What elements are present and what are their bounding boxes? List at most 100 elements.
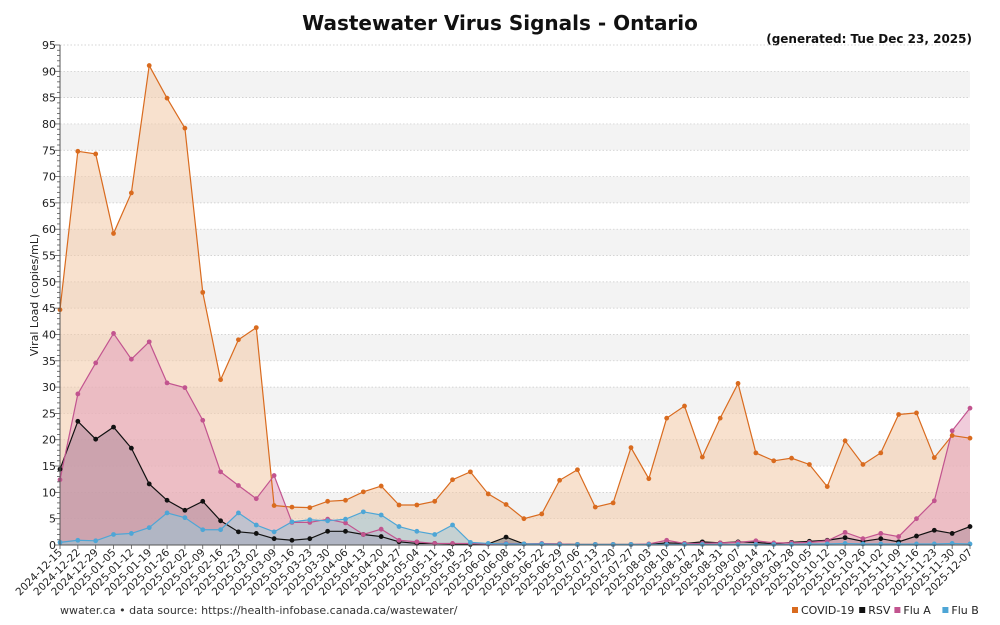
point-rsv — [378, 534, 384, 539]
point-flu-a — [967, 405, 973, 411]
point-flu-b — [200, 527, 206, 533]
point-rsv — [182, 507, 188, 513]
area-covid-19 — [60, 65, 970, 545]
point-covid-19 — [414, 502, 420, 508]
point-covid-19 — [664, 415, 670, 421]
point-flu-b — [289, 519, 295, 525]
point-rsv — [253, 531, 259, 536]
point-flu-a — [949, 428, 955, 434]
point-flu-b — [360, 509, 366, 515]
point-rsv — [503, 534, 509, 540]
point-covid-19 — [289, 504, 295, 510]
area-flu-b — [60, 511, 970, 545]
point-flu-a — [378, 526, 384, 532]
point-covid-19 — [539, 511, 545, 517]
point-flu-b — [432, 532, 438, 537]
y-tick-label: 55 — [42, 250, 56, 263]
point-covid-19 — [699, 454, 705, 460]
point-rsv — [75, 418, 81, 424]
point-rsv — [343, 528, 348, 534]
background-band — [60, 176, 970, 203]
point-covid-19 — [128, 190, 134, 196]
y-tick-label: 25 — [42, 407, 56, 420]
y-tick-label: 5 — [49, 513, 56, 526]
point-covid-19 — [628, 445, 634, 451]
point-flu-a — [753, 538, 759, 544]
point-covid-19 — [807, 462, 812, 467]
y-tick-label: 50 — [42, 276, 56, 289]
point-covid-19 — [218, 377, 223, 383]
point-covid-19 — [735, 381, 741, 386]
point-flu-b — [307, 517, 313, 523]
point-covid-19 — [789, 455, 794, 461]
point-rsv — [236, 529, 241, 535]
point-rsv — [93, 436, 99, 442]
point-flu-a — [271, 473, 277, 478]
point-rsv — [949, 531, 955, 536]
series-points — [57, 63, 973, 547]
point-flu-b — [343, 516, 348, 522]
y-tick-label: 20 — [42, 434, 56, 447]
point-covid-19 — [503, 502, 509, 507]
point-flu-b — [253, 522, 259, 528]
point-flu-b — [325, 518, 331, 524]
y-tick-label: 15 — [42, 460, 56, 473]
point-covid-19 — [521, 516, 527, 522]
point-flu-b — [75, 537, 81, 543]
point-covid-19 — [931, 455, 937, 461]
point-covid-19 — [450, 477, 455, 483]
point-covid-19 — [111, 231, 116, 236]
area-flu-a — [60, 333, 970, 545]
point-covid-19 — [557, 477, 563, 483]
legend: COVID-19 RSV Flu A Flu B — [792, 604, 979, 617]
point-flu-a — [182, 385, 188, 391]
y-tick-label: 45 — [42, 302, 56, 315]
point-rsv — [878, 536, 884, 542]
point-covid-19 — [485, 491, 491, 497]
line-covid-19 — [59, 63, 971, 520]
point-covid-19 — [164, 95, 170, 101]
point-flu-a — [75, 391, 81, 397]
point-rsv — [271, 536, 277, 542]
point-covid-19 — [753, 450, 759, 456]
point-flu-b — [93, 538, 99, 544]
y-axis-label: Viral Load (copies/mL) — [28, 234, 41, 357]
y-tick-label: 80 — [42, 118, 56, 131]
chart-title: Wastewater Virus Signals - Ontario — [302, 11, 698, 35]
point-flu-b — [717, 542, 723, 547]
point-flu-a — [931, 498, 937, 504]
y-tick-label: 40 — [42, 328, 56, 341]
y-tick-label: 95 — [42, 39, 56, 52]
background-band — [60, 229, 970, 256]
point-flu-a — [111, 331, 116, 336]
point-flu-b — [771, 542, 777, 547]
point-covid-19 — [914, 410, 919, 416]
point-flu-b — [646, 542, 652, 547]
point-covid-19 — [467, 469, 473, 475]
point-rsv — [146, 481, 152, 487]
point-flu-a — [842, 529, 848, 535]
axes — [55, 44, 971, 549]
point-flu-a — [93, 360, 99, 366]
point-covid-19 — [646, 476, 652, 482]
point-flu-b — [467, 539, 473, 545]
y-tick-label: 70 — [42, 171, 56, 184]
y-tick-label: 60 — [42, 223, 56, 236]
point-flu-a — [146, 339, 152, 345]
y-tick-labels: 0 5 10 15 20 25 30 35 40 45 50 55 60 65 70 75 80 85 90 95 — [42, 39, 56, 552]
legend-label-flu-a: Flu A — [903, 604, 931, 617]
point-rsv — [842, 535, 848, 541]
legend-label-covid-19: COVID-19 — [801, 604, 854, 617]
point-covid-19 — [146, 63, 152, 68]
point-covid-19 — [253, 325, 259, 331]
x-tick-labels: 2024-12-152024-12-222024-12-292025-01-05… — [13, 546, 975, 598]
legend-swatch-rsv — [859, 607, 866, 613]
point-flu-b — [699, 542, 705, 547]
point-covid-19 — [610, 500, 616, 506]
legend-label-rsv: RSV — [868, 604, 891, 617]
point-flu-a — [896, 534, 902, 539]
point-flu-b — [396, 524, 402, 529]
point-flu-a — [164, 380, 170, 386]
point-flu-b — [753, 542, 759, 547]
point-covid-19 — [896, 412, 902, 417]
